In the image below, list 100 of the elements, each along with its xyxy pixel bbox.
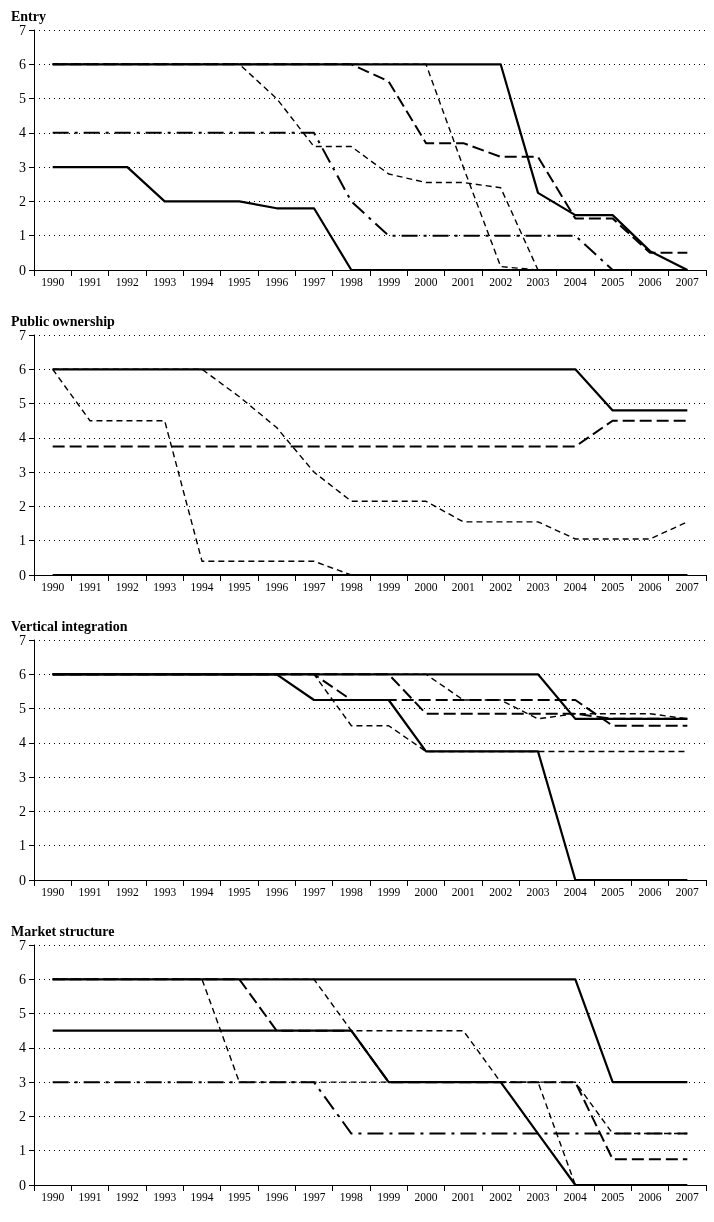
x-tick-label: 1999 — [377, 1191, 401, 1203]
x-tick-label: 1996 — [265, 1191, 289, 1203]
y-tick-label: 3 — [19, 159, 26, 175]
x-tick-label: 1992 — [115, 581, 140, 593]
x-tick-label: 1994 — [190, 276, 214, 288]
x-tick-label: 1995 — [227, 1191, 252, 1203]
y-tick-label: 4 — [19, 1040, 26, 1056]
x-tick-label: 1998 — [339, 276, 364, 288]
x-tick-label: 2002 — [489, 886, 513, 898]
x-tick-label: 2006 — [638, 1191, 662, 1203]
chart-title: Entry — [11, 8, 46, 24]
x-tick-label: 2007 — [675, 1191, 700, 1203]
x-tick-label: 2004 — [563, 276, 588, 288]
x-tick-label: 1990 — [41, 1191, 65, 1203]
x-tick-label: 2006 — [638, 276, 662, 288]
x-tick-label: 2000 — [414, 886, 438, 898]
y-tick-label: 1 — [19, 533, 26, 549]
y-tick-label: 4 — [19, 430, 26, 446]
y-tick-label: 7 — [19, 632, 26, 648]
y-tick-label: 0 — [19, 567, 26, 583]
x-tick-label: 1991 — [78, 886, 102, 898]
x-tick-label: 1993 — [153, 581, 177, 593]
x-tick-label: 2005 — [601, 1191, 625, 1203]
y-tick-label: 5 — [19, 91, 26, 107]
x-tick-label: 2001 — [451, 581, 476, 593]
y-tick-label: 1 — [19, 838, 26, 854]
x-tick-label: 1999 — [377, 581, 401, 593]
chart-title: Public ownership — [11, 313, 116, 329]
x-tick-label: 1992 — [115, 276, 140, 288]
x-tick-label: 1997 — [302, 1191, 326, 1203]
y-tick-label: 7 — [19, 327, 26, 343]
x-tick-label: 2004 — [563, 581, 588, 593]
y-tick-label: 1 — [19, 1143, 26, 1159]
chart-title: Market structure — [11, 923, 115, 939]
x-tick-label: 2000 — [414, 581, 438, 593]
x-tick-label: 1994 — [190, 581, 214, 593]
x-tick-label: 2003 — [526, 276, 550, 288]
x-tick-label: 2007 — [675, 276, 700, 288]
y-tick-label: 6 — [19, 56, 26, 72]
x-tick-label: 1995 — [227, 886, 252, 898]
x-tick-label: 1993 — [153, 1191, 177, 1203]
x-tick-label: 2003 — [526, 1191, 550, 1203]
y-tick-label: 7 — [19, 937, 26, 953]
y-tick-label: 0 — [19, 1177, 26, 1193]
x-tick-label: 2002 — [489, 276, 513, 288]
x-tick-label: 2001 — [451, 886, 476, 898]
x-tick-label: 2003 — [526, 886, 550, 898]
y-tick-label: 5 — [19, 396, 26, 412]
y-tick-label: 5 — [19, 1006, 26, 1022]
x-tick-label: 1997 — [302, 276, 326, 288]
x-tick-label: 2004 — [563, 886, 588, 898]
y-tick-label: 2 — [19, 1108, 26, 1124]
y-tick-label: 0 — [19, 262, 26, 278]
y-tick-label: 1 — [19, 228, 26, 244]
x-tick-label: 1991 — [78, 1191, 102, 1203]
x-tick-label: 1994 — [190, 1191, 214, 1203]
x-tick-label: 1997 — [302, 581, 326, 593]
x-tick-label: 1999 — [377, 276, 401, 288]
x-tick-label: 1993 — [153, 886, 177, 898]
x-tick-label: 1990 — [41, 886, 65, 898]
y-tick-label: 3 — [19, 1074, 26, 1090]
x-tick-label: 1995 — [227, 276, 252, 288]
x-tick-label: 2003 — [526, 581, 550, 593]
x-tick-label: 1991 — [78, 276, 102, 288]
x-tick-label: 1996 — [265, 276, 289, 288]
x-tick-label: 1992 — [115, 886, 140, 898]
x-tick-label: 1991 — [78, 581, 102, 593]
x-tick-label: 2006 — [638, 886, 662, 898]
x-tick-label: 2005 — [601, 276, 625, 288]
x-tick-label: 1995 — [227, 581, 252, 593]
y-tick-label: 3 — [19, 769, 26, 785]
x-tick-label: 2001 — [451, 276, 476, 288]
x-tick-label: 2004 — [563, 1191, 588, 1203]
y-tick-label: 3 — [19, 464, 26, 480]
x-tick-label: 1993 — [153, 276, 177, 288]
y-tick-label: 2 — [19, 193, 26, 209]
x-tick-label: 2001 — [451, 1191, 476, 1203]
x-tick-label: 2002 — [489, 1191, 513, 1203]
x-tick-label: 2000 — [414, 276, 438, 288]
x-tick-label: 1994 — [190, 886, 214, 898]
y-tick-label: 2 — [19, 498, 26, 514]
x-tick-label: 1999 — [377, 886, 401, 898]
y-tick-label: 6 — [19, 666, 26, 682]
x-tick-label: 2007 — [675, 581, 700, 593]
x-tick-label: 1996 — [265, 581, 289, 593]
x-tick-label: 1998 — [339, 1191, 364, 1203]
x-tick-label: 1998 — [339, 581, 364, 593]
x-tick-label: 1997 — [302, 886, 326, 898]
y-tick-label: 4 — [19, 125, 26, 141]
y-tick-label: 0 — [19, 872, 26, 888]
x-tick-label: 1998 — [339, 886, 364, 898]
x-tick-label: 2007 — [675, 886, 700, 898]
x-tick-label: 1990 — [41, 581, 65, 593]
x-tick-label: 1996 — [265, 886, 289, 898]
x-tick-label: 1992 — [115, 1191, 140, 1203]
y-tick-label: 5 — [19, 701, 26, 717]
chart-title: Vertical integration — [11, 618, 128, 634]
y-tick-label: 7 — [19, 22, 26, 38]
y-tick-label: 6 — [19, 361, 26, 377]
y-tick-label: 4 — [19, 735, 26, 751]
